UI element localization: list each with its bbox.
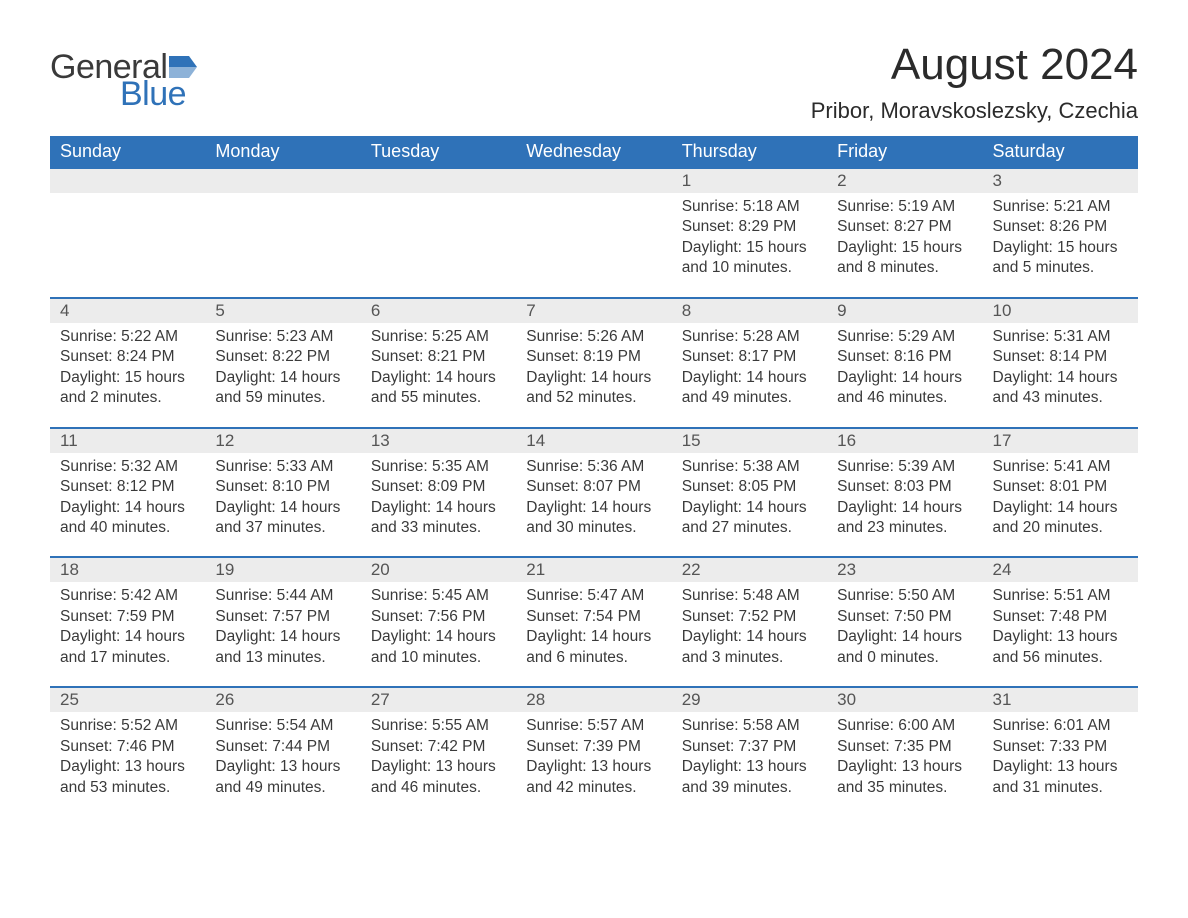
day-number-cell: 2	[827, 168, 982, 193]
day-number-cell: 25	[50, 687, 205, 712]
day-detail-cell: Sunrise: 5:58 AMSunset: 7:37 PMDaylight:…	[672, 712, 827, 816]
day-detail-cell: Sunrise: 6:01 AMSunset: 7:33 PMDaylight:…	[983, 712, 1138, 816]
day-number-cell: 19	[205, 557, 360, 582]
weekday-header-row: Sunday Monday Tuesday Wednesday Thursday…	[50, 136, 1138, 168]
day-number-cell: 30	[827, 687, 982, 712]
day-detail-cell: Sunrise: 5:51 AMSunset: 7:48 PMDaylight:…	[983, 582, 1138, 687]
day-detail-cell: Sunrise: 5:55 AMSunset: 7:42 PMDaylight:…	[361, 712, 516, 816]
day-number-cell	[361, 168, 516, 193]
day-detail-cell: Sunrise: 5:45 AMSunset: 7:56 PMDaylight:…	[361, 582, 516, 687]
day-number-cell: 5	[205, 298, 360, 323]
day-detail-cell: Sunrise: 5:33 AMSunset: 8:10 PMDaylight:…	[205, 453, 360, 558]
day-number-cell: 14	[516, 428, 671, 453]
day-detail-cell: Sunrise: 5:19 AMSunset: 8:27 PMDaylight:…	[827, 193, 982, 298]
day-number-cell: 10	[983, 298, 1138, 323]
day-detail-cell: Sunrise: 5:35 AMSunset: 8:09 PMDaylight:…	[361, 453, 516, 558]
weekday-header: Monday	[205, 136, 360, 168]
day-number-row: 123	[50, 168, 1138, 193]
day-number-cell: 7	[516, 298, 671, 323]
day-number-row: 11121314151617	[50, 428, 1138, 453]
day-number-cell: 4	[50, 298, 205, 323]
weekday-header: Saturday	[983, 136, 1138, 168]
day-number-cell: 12	[205, 428, 360, 453]
day-number-cell: 28	[516, 687, 671, 712]
day-number-cell: 31	[983, 687, 1138, 712]
day-number-cell: 18	[50, 557, 205, 582]
day-detail-cell: Sunrise: 5:57 AMSunset: 7:39 PMDaylight:…	[516, 712, 671, 816]
calendar-body: 123Sunrise: 5:18 AMSunset: 8:29 PMDaylig…	[50, 168, 1138, 816]
day-detail-cell: Sunrise: 5:54 AMSunset: 7:44 PMDaylight:…	[205, 712, 360, 816]
day-detail-row: Sunrise: 5:22 AMSunset: 8:24 PMDaylight:…	[50, 323, 1138, 428]
day-detail-cell: Sunrise: 5:31 AMSunset: 8:14 PMDaylight:…	[983, 323, 1138, 428]
day-number-cell: 3	[983, 168, 1138, 193]
day-number-row: 18192021222324	[50, 557, 1138, 582]
day-detail-cell: Sunrise: 5:41 AMSunset: 8:01 PMDaylight:…	[983, 453, 1138, 558]
day-detail-cell	[516, 193, 671, 298]
day-number-cell: 8	[672, 298, 827, 323]
day-number-cell: 17	[983, 428, 1138, 453]
day-number-row: 45678910	[50, 298, 1138, 323]
day-number-cell	[516, 168, 671, 193]
day-detail-cell: Sunrise: 5:44 AMSunset: 7:57 PMDaylight:…	[205, 582, 360, 687]
day-detail-cell: Sunrise: 5:28 AMSunset: 8:17 PMDaylight:…	[672, 323, 827, 428]
day-number-cell: 15	[672, 428, 827, 453]
day-number-cell: 13	[361, 428, 516, 453]
day-detail-cell: Sunrise: 5:48 AMSunset: 7:52 PMDaylight:…	[672, 582, 827, 687]
day-detail-cell	[205, 193, 360, 298]
brand-text-2: Blue	[120, 75, 199, 114]
day-number-row: 25262728293031	[50, 687, 1138, 712]
brand-logo: General Blue	[50, 48, 199, 114]
day-number-cell: 29	[672, 687, 827, 712]
header-row: General Blue August 2024 Pribor, Moravsk…	[50, 40, 1138, 124]
day-detail-cell: Sunrise: 5:29 AMSunset: 8:16 PMDaylight:…	[827, 323, 982, 428]
day-detail-row: Sunrise: 5:18 AMSunset: 8:29 PMDaylight:…	[50, 193, 1138, 298]
weekday-header: Tuesday	[361, 136, 516, 168]
day-number-cell: 20	[361, 557, 516, 582]
day-detail-cell	[50, 193, 205, 298]
day-detail-row: Sunrise: 5:52 AMSunset: 7:46 PMDaylight:…	[50, 712, 1138, 816]
month-title: August 2024	[811, 40, 1138, 90]
weekday-header: Sunday	[50, 136, 205, 168]
day-detail-cell: Sunrise: 5:52 AMSunset: 7:46 PMDaylight:…	[50, 712, 205, 816]
day-detail-cell: Sunrise: 5:36 AMSunset: 8:07 PMDaylight:…	[516, 453, 671, 558]
weekday-header: Wednesday	[516, 136, 671, 168]
day-detail-cell: Sunrise: 5:18 AMSunset: 8:29 PMDaylight:…	[672, 193, 827, 298]
day-detail-cell: Sunrise: 5:32 AMSunset: 8:12 PMDaylight:…	[50, 453, 205, 558]
day-detail-cell	[361, 193, 516, 298]
day-detail-cell: Sunrise: 5:39 AMSunset: 8:03 PMDaylight:…	[827, 453, 982, 558]
day-detail-cell: Sunrise: 5:21 AMSunset: 8:26 PMDaylight:…	[983, 193, 1138, 298]
day-number-cell	[205, 168, 360, 193]
day-number-cell: 6	[361, 298, 516, 323]
day-number-cell: 11	[50, 428, 205, 453]
day-detail-row: Sunrise: 5:42 AMSunset: 7:59 PMDaylight:…	[50, 582, 1138, 687]
day-number-cell: 1	[672, 168, 827, 193]
day-number-cell: 24	[983, 557, 1138, 582]
day-detail-cell: Sunrise: 5:47 AMSunset: 7:54 PMDaylight:…	[516, 582, 671, 687]
day-number-cell: 21	[516, 557, 671, 582]
day-number-cell: 26	[205, 687, 360, 712]
day-detail-cell: Sunrise: 5:23 AMSunset: 8:22 PMDaylight:…	[205, 323, 360, 428]
day-number-cell: 16	[827, 428, 982, 453]
day-detail-cell: Sunrise: 5:25 AMSunset: 8:21 PMDaylight:…	[361, 323, 516, 428]
weekday-header: Thursday	[672, 136, 827, 168]
calendar-page: General Blue August 2024 Pribor, Moravsk…	[0, 0, 1188, 856]
day-number-cell: 27	[361, 687, 516, 712]
day-detail-cell: Sunrise: 5:22 AMSunset: 8:24 PMDaylight:…	[50, 323, 205, 428]
day-detail-cell: Sunrise: 5:50 AMSunset: 7:50 PMDaylight:…	[827, 582, 982, 687]
day-detail-cell: Sunrise: 5:42 AMSunset: 7:59 PMDaylight:…	[50, 582, 205, 687]
day-detail-cell: Sunrise: 5:38 AMSunset: 8:05 PMDaylight:…	[672, 453, 827, 558]
day-number-cell	[50, 168, 205, 193]
day-detail-row: Sunrise: 5:32 AMSunset: 8:12 PMDaylight:…	[50, 453, 1138, 558]
day-number-cell: 9	[827, 298, 982, 323]
location-subtitle: Pribor, Moravskoslezsky, Czechia	[811, 98, 1138, 124]
calendar-table: Sunday Monday Tuesday Wednesday Thursday…	[50, 136, 1138, 816]
day-number-cell: 23	[827, 557, 982, 582]
day-detail-cell: Sunrise: 5:26 AMSunset: 8:19 PMDaylight:…	[516, 323, 671, 428]
title-block: August 2024 Pribor, Moravskoslezsky, Cze…	[811, 40, 1138, 124]
weekday-header: Friday	[827, 136, 982, 168]
day-detail-cell: Sunrise: 6:00 AMSunset: 7:35 PMDaylight:…	[827, 712, 982, 816]
day-number-cell: 22	[672, 557, 827, 582]
